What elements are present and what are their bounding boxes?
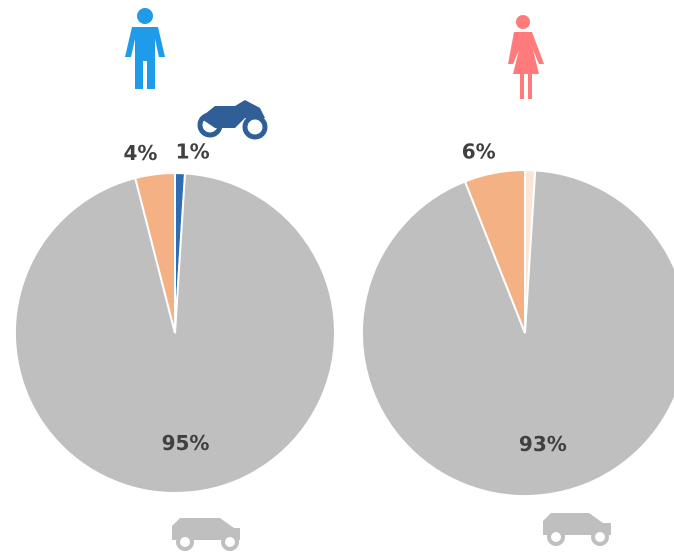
data-label: 93%: [519, 432, 567, 456]
pie-slice: [14, 172, 336, 494]
man-icon: [125, 8, 165, 89]
data-label: 6%: [462, 140, 496, 164]
pie-slice: [463, 168, 526, 334]
motorcycle-icon: [197, 100, 268, 140]
car-icon: [543, 513, 611, 546]
data-label: 1%: [176, 140, 210, 164]
pie-slice: [361, 169, 674, 497]
data-label: 4%: [123, 141, 157, 165]
car-icon: [172, 518, 240, 551]
data-label: 95%: [162, 431, 210, 455]
pie-slice: [133, 171, 176, 334]
woman-icon: [508, 15, 544, 99]
